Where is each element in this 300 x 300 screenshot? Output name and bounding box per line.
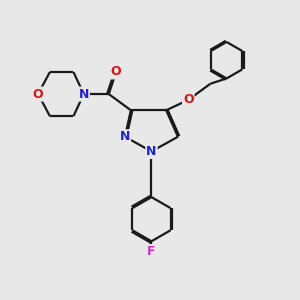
Text: O: O xyxy=(183,93,194,106)
Text: F: F xyxy=(147,245,156,258)
Text: N: N xyxy=(120,130,130,143)
Text: O: O xyxy=(111,65,122,79)
Text: N: N xyxy=(79,88,89,100)
Text: O: O xyxy=(33,88,44,100)
Text: N: N xyxy=(146,145,157,158)
